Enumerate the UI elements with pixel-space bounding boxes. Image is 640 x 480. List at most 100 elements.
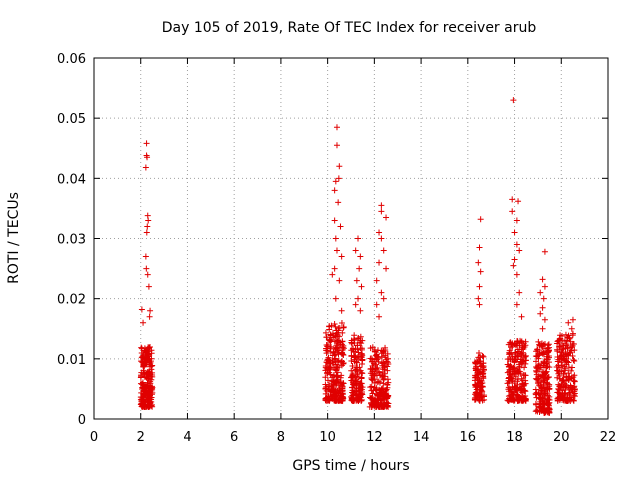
data-point: [350, 394, 357, 401]
data-point: [148, 363, 155, 370]
data-point: [332, 235, 339, 242]
data-point: [144, 397, 151, 404]
data-point: [142, 403, 149, 410]
data-point: [328, 337, 335, 344]
y-tick-label: 0.02: [57, 293, 86, 308]
data-point: [479, 362, 486, 369]
data-point: [378, 235, 385, 242]
data-point: [329, 330, 336, 337]
data-point: [557, 335, 564, 342]
data-point: [506, 347, 513, 354]
data-point: [336, 163, 343, 170]
data-point: [545, 352, 552, 359]
data-point: [373, 301, 380, 308]
data-point: [478, 393, 485, 400]
data-point: [380, 295, 387, 302]
data-point: [554, 354, 561, 361]
data-point: [518, 313, 525, 320]
data-point: [357, 253, 364, 260]
data-point: [322, 367, 329, 374]
data-point: [513, 391, 520, 398]
data-point: [357, 397, 364, 404]
data-point: [560, 356, 567, 363]
data-point: [356, 364, 363, 371]
data-point: [359, 370, 366, 377]
data-point: [142, 360, 149, 367]
data-point: [567, 338, 574, 345]
data-point: [569, 330, 576, 337]
data-point: [571, 378, 578, 385]
data-point: [565, 319, 572, 326]
data-point: [353, 359, 360, 366]
data-point: [355, 235, 362, 242]
data-point: [540, 295, 547, 302]
data-point: [378, 400, 385, 407]
data-point: [472, 364, 479, 371]
data-point: [562, 365, 569, 372]
data-point: [371, 371, 378, 378]
data-point: [371, 384, 378, 391]
data-point: [562, 331, 569, 338]
data-point: [522, 395, 529, 402]
data-point: [475, 371, 482, 378]
data-point: [509, 196, 516, 203]
data-point: [565, 376, 572, 383]
data-point: [336, 345, 343, 352]
data-point: [350, 349, 357, 356]
data-point: [536, 394, 543, 401]
data-point: [511, 256, 518, 263]
data-point: [474, 376, 481, 383]
data-point: [354, 342, 361, 349]
data-point: [370, 372, 377, 379]
data-point: [471, 396, 478, 403]
data-point: [333, 247, 340, 254]
data-point: [535, 390, 542, 397]
data-point: [557, 384, 564, 391]
data-point: [479, 388, 486, 395]
data-point: [352, 247, 359, 254]
data-point: [357, 380, 364, 387]
data-point: [558, 353, 565, 360]
data-point: [475, 295, 482, 302]
data-point: [476, 283, 483, 290]
data-point: [340, 324, 347, 331]
data-point: [348, 367, 355, 374]
data-point: [545, 374, 552, 381]
data-point: [144, 154, 151, 161]
data-point: [337, 374, 344, 381]
data-point: [140, 370, 147, 377]
data-point: [139, 353, 146, 360]
data-point: [519, 359, 526, 366]
data-point: [533, 401, 540, 408]
data-point: [369, 376, 376, 383]
data-point: [372, 348, 378, 355]
data-point: [507, 396, 514, 403]
data-point: [539, 325, 546, 332]
data-point: [323, 341, 330, 348]
data-point: [541, 395, 548, 402]
data-point: [534, 379, 541, 386]
data-point: [513, 384, 520, 391]
x-tick-label: 2: [137, 430, 145, 445]
data-point: [476, 350, 483, 357]
data-point: [144, 379, 151, 386]
data-point: [522, 377, 529, 384]
data-point: [147, 373, 154, 380]
data-point: [514, 340, 521, 347]
data-point: [358, 346, 365, 353]
data-point: [145, 217, 152, 224]
data-point: [326, 357, 333, 364]
x-tick-label: 14: [413, 430, 430, 445]
data-point: [356, 265, 363, 272]
data-point: [138, 306, 145, 313]
data-point: [322, 385, 329, 392]
data-point: [508, 363, 515, 370]
data-point: [509, 354, 516, 361]
data-point: [472, 372, 479, 379]
data-point: [338, 319, 345, 326]
data-point: [146, 402, 153, 409]
x-tick-label: 4: [183, 430, 191, 445]
data-point: [369, 368, 376, 375]
data-point: [383, 356, 390, 363]
data-point: [333, 364, 340, 371]
